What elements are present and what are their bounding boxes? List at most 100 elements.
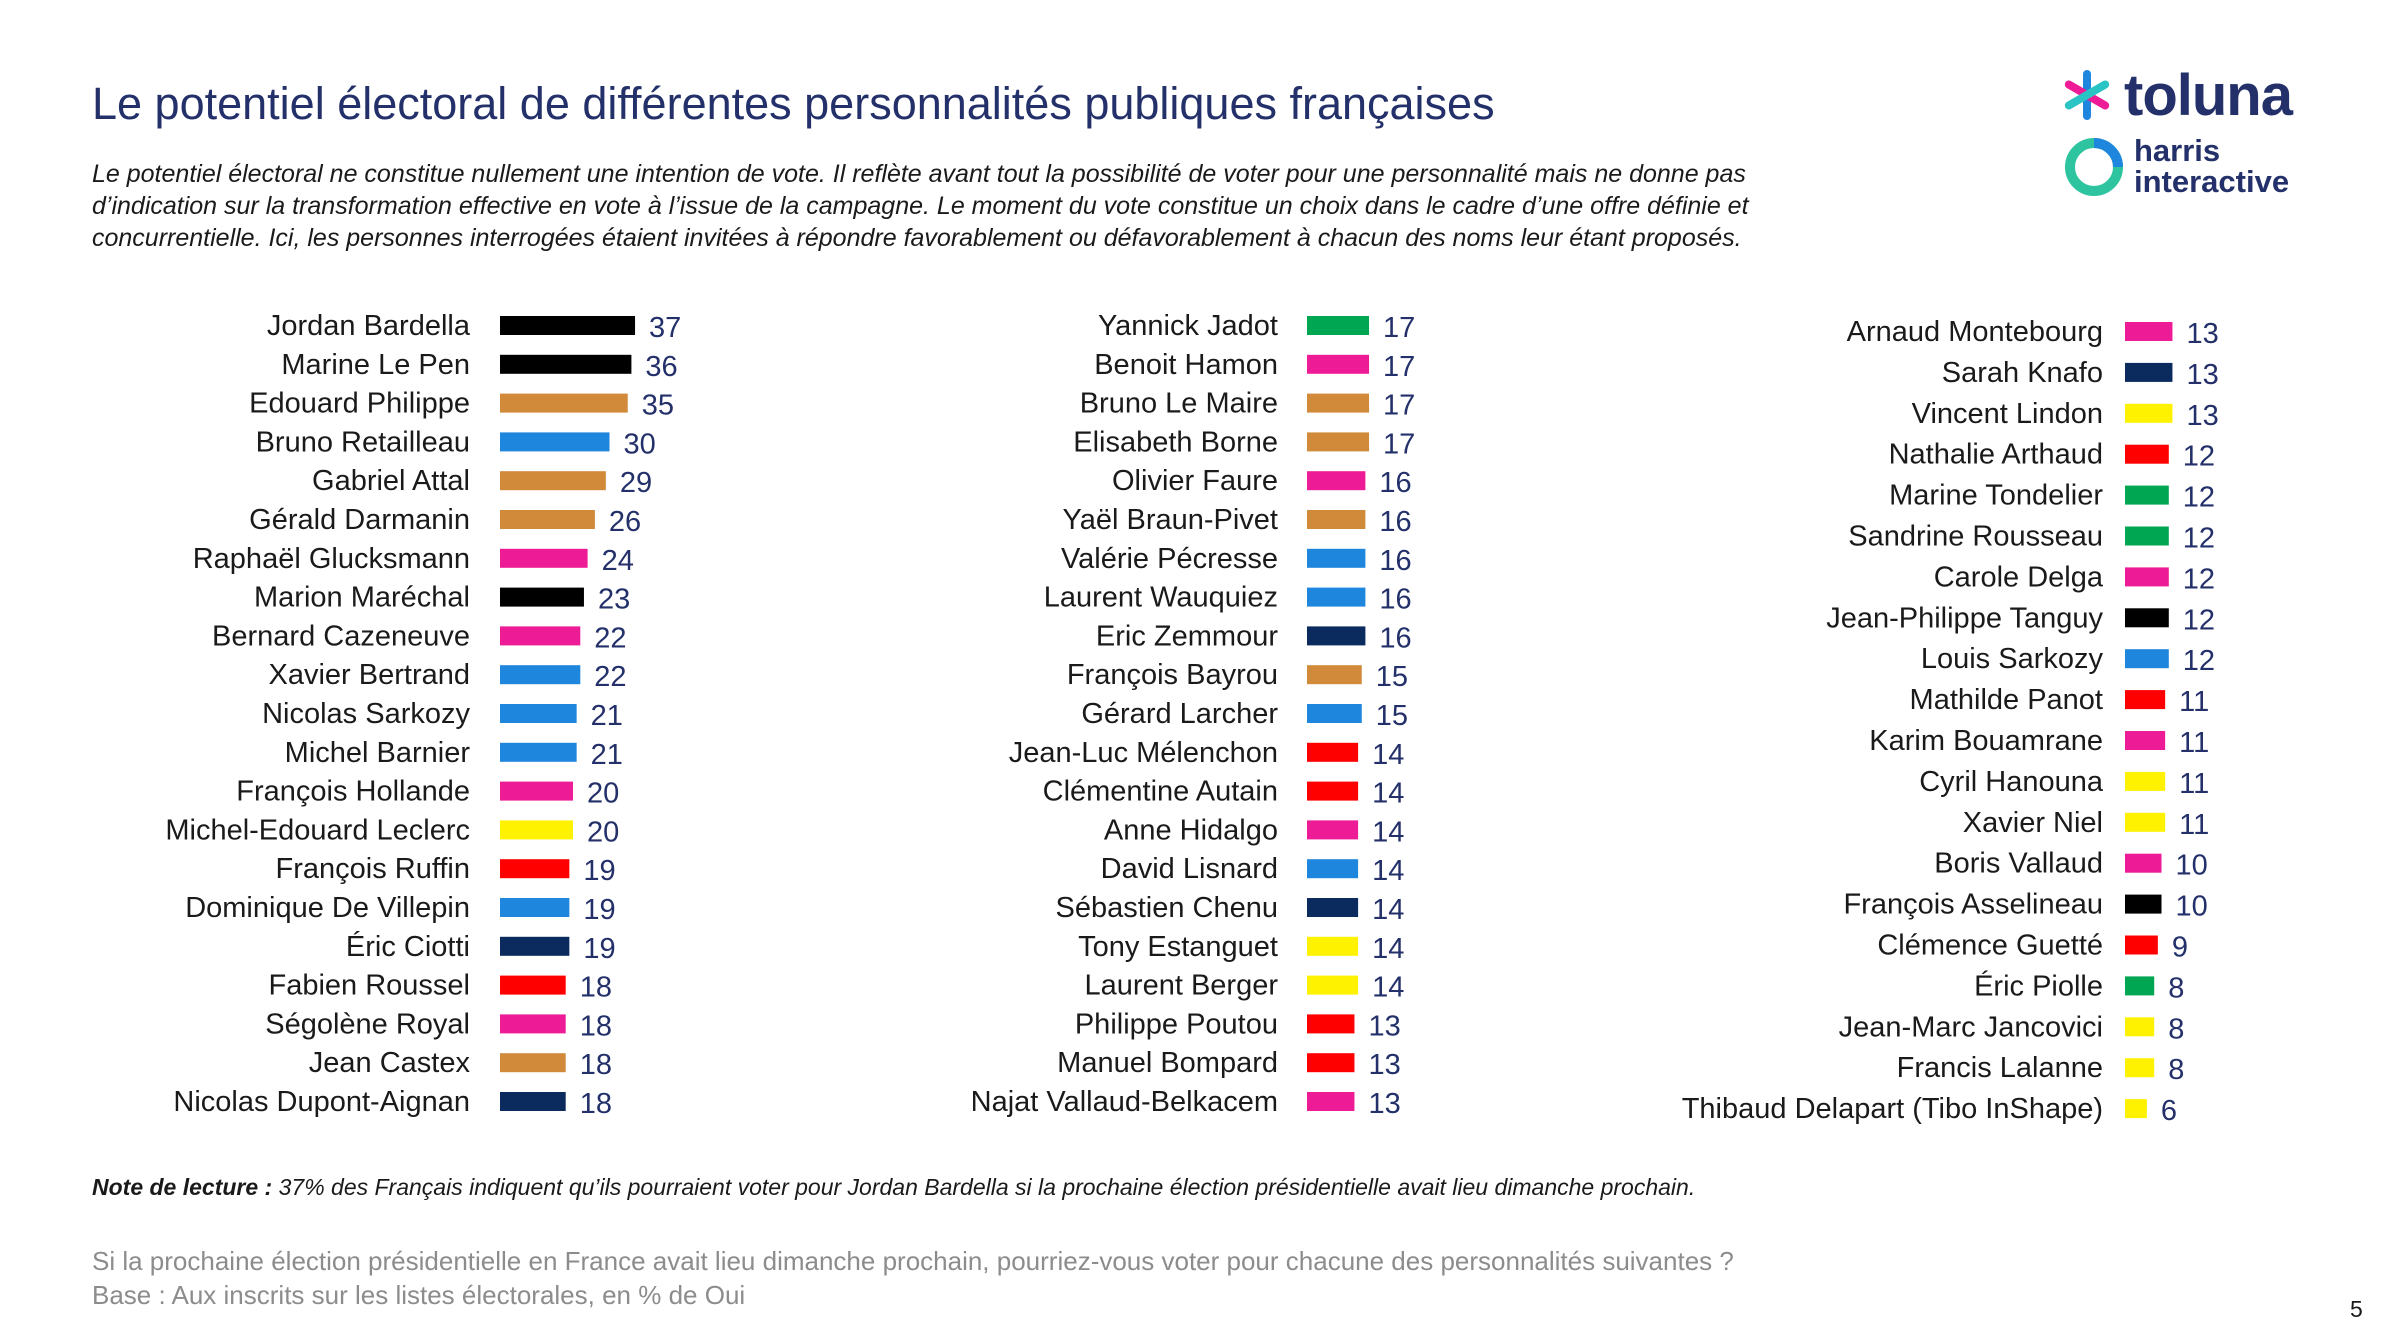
harris-wordmark-line: harris — [2134, 133, 2221, 168]
bar-chart-panel-3: Arnaud Montebourg 13 Sarah Knafo 13 Vincent … — [1682, 316, 2219, 1127]
category-label: Arnaud Montebourg — [1847, 316, 2103, 348]
category-label: François Hollande — [236, 776, 470, 808]
data-label: 19 — [583, 894, 615, 926]
data-label: 22 — [594, 661, 626, 693]
data-label: 12 — [2183, 523, 2215, 555]
bar-chart-panel-2: Yannick Jadot 17 Benoit Hamon 17 Bruno Le Ma… — [971, 310, 1416, 1120]
bar — [1307, 859, 1359, 879]
data-label: 20 — [587, 778, 619, 810]
toluna-asterisk-icon — [2064, 70, 2110, 120]
bar — [2125, 649, 2169, 669]
data-label: 13 — [1368, 1088, 1400, 1120]
bar — [1307, 393, 1370, 413]
category-label: François Ruffin — [276, 853, 471, 885]
category-label: Laurent Wauquiez — [1044, 582, 1278, 614]
data-label: 14 — [1372, 855, 1404, 887]
bar — [1307, 820, 1359, 840]
data-label: 14 — [1372, 739, 1404, 771]
data-label: 16 — [1379, 467, 1411, 499]
category-label: Jean-Philippe Tanguy — [1826, 602, 2103, 634]
category-label: Philippe Poutou — [1075, 1008, 1278, 1040]
bar — [1307, 626, 1366, 646]
category-label: Jean-Luc Mélenchon — [1009, 737, 1278, 769]
data-label: 12 — [2183, 563, 2215, 595]
data-label: 8 — [2168, 1054, 2184, 1086]
data-label: 21 — [591, 700, 623, 732]
data-label: 14 — [1372, 933, 1404, 965]
bar — [500, 1014, 566, 1034]
survey-base: Base : Aux inscrits sur les listes élect… — [92, 1280, 746, 1310]
data-label: 18 — [580, 1049, 612, 1081]
bar — [1307, 432, 1370, 452]
category-label: Laurent Berger — [1085, 970, 1279, 1002]
data-label: 35 — [642, 390, 674, 422]
category-label: Cyril Hanouna — [1919, 766, 2104, 798]
bar — [500, 665, 581, 685]
bar — [2125, 731, 2166, 750]
category-label: Gabriel Attal — [312, 465, 470, 497]
category-label: Éric Piolle — [1974, 969, 2103, 1002]
data-label: 10 — [2176, 850, 2208, 882]
bar — [500, 510, 595, 529]
bar — [2125, 362, 2173, 382]
category-label: Nicolas Sarkozy — [262, 698, 470, 730]
bar — [2125, 526, 2169, 546]
category-label: Bernard Cazeneuve — [212, 620, 470, 652]
bar — [500, 704, 577, 723]
harris-ring-icon — [2065, 138, 2123, 196]
bar — [500, 742, 577, 762]
bar — [2125, 812, 2166, 832]
bar — [1307, 354, 1370, 374]
data-label: 13 — [2186, 359, 2218, 391]
data-label: 15 — [1376, 661, 1408, 693]
bar — [2125, 1058, 2155, 1078]
category-label: Sandrine Rousseau — [1848, 521, 2103, 553]
category-label: Bruno Le Maire — [1080, 388, 1278, 420]
data-label: 8 — [2168, 972, 2184, 1004]
category-label: Carole Delga — [1934, 561, 2104, 593]
category-label: Marine Le Pen — [281, 349, 470, 381]
category-label: Jean Castex — [309, 1047, 471, 1079]
bar — [2125, 567, 2169, 587]
bar — [500, 548, 588, 568]
bar — [2125, 853, 2162, 873]
category-label: David Lisnard — [1101, 853, 1278, 885]
category-label: Clémence Guetté — [1877, 930, 2103, 962]
bar — [500, 316, 636, 335]
category-label: Thibaud Delapart (Tibo InShape) — [1682, 1093, 2103, 1125]
bar — [2125, 976, 2155, 996]
data-label: 19 — [583, 855, 615, 887]
data-label: 10 — [2176, 891, 2208, 923]
category-label: Francis Lalanne — [1897, 1052, 2103, 1084]
category-label: Xavier Bertrand — [269, 659, 471, 691]
bar — [2125, 894, 2162, 914]
data-label: 12 — [2183, 482, 2215, 514]
category-label: Dominique De Villepin — [185, 892, 470, 924]
data-label: 29 — [620, 467, 652, 499]
bar — [2125, 485, 2169, 505]
data-label: 23 — [598, 584, 630, 616]
category-label: Vincent Lindon — [1912, 398, 2103, 430]
category-label: Éric Ciotti — [346, 930, 470, 963]
intro-line: concurrentielle. Ici, les personnes inte… — [92, 224, 1742, 252]
category-label: Boris Vallaud — [1934, 848, 2103, 880]
bar — [1307, 1014, 1355, 1034]
survey-question: Si la prochaine élection présidentielle … — [92, 1246, 1734, 1276]
bar — [2125, 1017, 2155, 1037]
category-label: Gérard Larcher — [1081, 698, 1278, 730]
bar — [500, 432, 610, 452]
category-label: Jordan Bardella — [267, 310, 471, 342]
data-label: 11 — [2179, 809, 2209, 841]
harris-wordmark-line: interactive — [2134, 164, 2290, 199]
data-label: 22 — [594, 622, 626, 654]
category-label: Yannick Jadot — [1098, 310, 1278, 342]
category-label: Valérie Pécresse — [1061, 543, 1278, 575]
data-label: 14 — [1372, 972, 1404, 1004]
bar — [500, 587, 584, 607]
bar — [1307, 936, 1359, 956]
bar — [500, 898, 570, 917]
data-label: 18 — [580, 972, 612, 1004]
data-label: 30 — [624, 428, 656, 460]
category-label: Jean-Marc Jancovici — [1839, 1011, 2103, 1043]
bar — [1307, 898, 1359, 917]
